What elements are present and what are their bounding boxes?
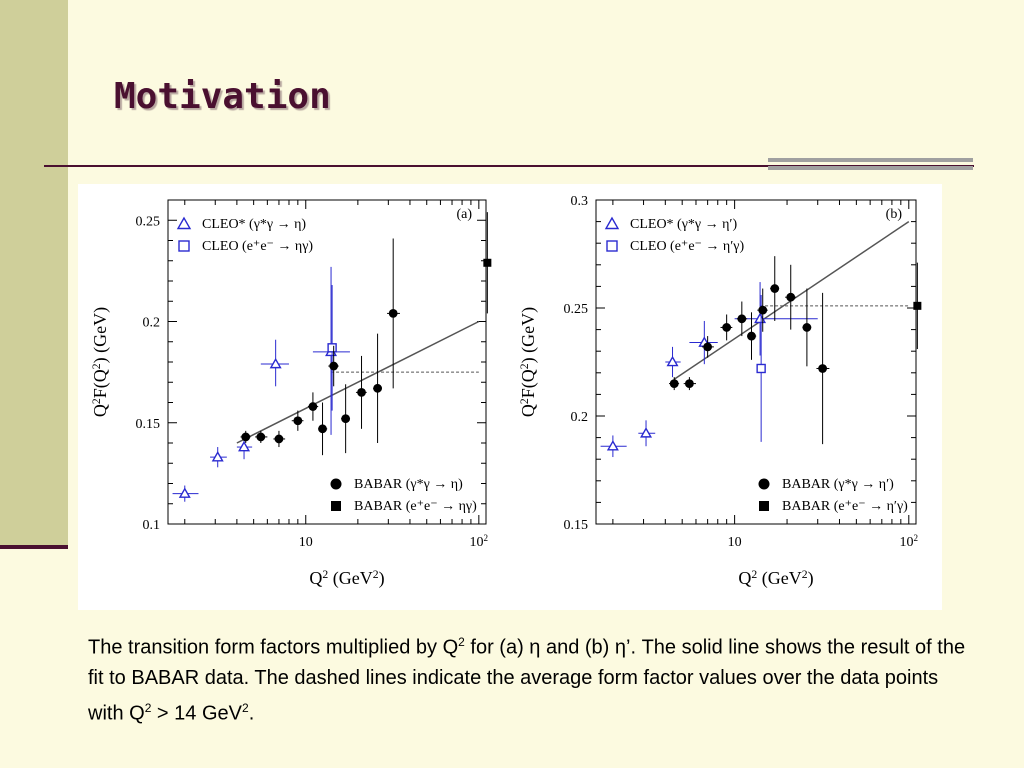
legend-top: CLEO* (γ*γ → η′) CLEO (e⁺e⁻ → η′γ) [604,216,744,254]
panel-label: (a) [456,207,472,222]
series-0 [600,282,818,458]
data-point [327,343,337,353]
chart-panel-a: 10 102 0.1 0.15 0.2 0.25 Q2 (GeV2) Q2F(Q2) (GeV… [90,199,492,590]
legend-label: CLEO* (γ*γ → η′) [630,217,737,232]
data-point [606,440,619,451]
legend-marker [176,216,192,230]
data-point [786,292,796,302]
caption-text-1: The transition form factors multiplied b… [88,636,459,659]
data-point [269,357,282,369]
series-0 [172,266,350,502]
data-point [357,387,366,397]
figure-caption: The transition form factors multiplied b… [88,627,968,728]
series-2 [669,256,830,445]
left-accent-rule [0,545,68,549]
x-axis-label: Q2 (GeV2) [309,568,384,590]
y-tick-label: 0.25 [136,214,161,229]
x-tick-label: 102 [470,533,489,550]
legend-bottom: BABAR (γ*γ → η′) BABAR (e⁺e⁻ → η′γ) [758,477,908,514]
legend-label: CLEO (e⁺e⁻ → η′γ) [630,239,744,254]
legend-label: BABAR (γ*γ → η) [354,477,463,492]
data-point [758,305,768,315]
data-point [211,450,224,462]
data-point [341,414,351,424]
x-axis-label: Q2 (GeV2) [738,568,813,590]
data-point [329,361,339,371]
data-point [756,363,766,374]
y-tick-label: 0.2 [143,316,161,331]
y-axis-label: Q2F(Q2) (GeV) [90,307,112,417]
data-point [703,342,713,352]
legend-marker [330,478,342,490]
data-point [722,323,732,332]
data-point [241,432,251,442]
legend-label: CLEO* (γ*γ → η) [202,217,306,232]
caption-sup-1: 2 [458,635,465,649]
y-tick-label: 0.3 [571,194,589,209]
data-point [256,432,266,442]
caption-text-2: for (a) η and (b) η’. The solid line sho… [88,636,966,725]
slide-title: Motivation [114,76,331,117]
data-point [747,331,756,341]
data-point [483,258,492,267]
legend-marker [178,240,190,252]
legend-marker [759,501,769,511]
series-3 [913,262,922,350]
data-point [640,427,653,438]
x-tick-label: 10 [728,535,742,550]
series-3 [483,212,492,314]
data-point [737,314,747,324]
data-point [238,440,251,452]
data-point [666,355,679,367]
data-point [373,383,382,393]
plot-frame [595,199,917,525]
title-divider-accent [768,158,973,178]
x-tick-label: 10 [299,535,313,550]
data-point [293,416,303,426]
data-point [274,434,284,444]
data-point [913,301,922,310]
data-point [770,284,780,293]
panel-label: (b) [886,207,903,222]
legend-label: BABAR (e⁺e⁻ → ηγ) [354,499,477,514]
caption-sup-3: 2 [242,700,249,715]
chart-figure: 10 102 0.1 0.15 0.2 0.25 Q2 (GeV2) Q2F(Q2) (GeV… [90,194,922,590]
legend-label: BABAR (γ*γ → η′) [782,477,894,492]
y-tick-label: 0.1 [143,518,161,533]
legend-marker [604,216,620,230]
legend-marker [758,478,770,490]
series-1 [756,295,766,442]
data-point [669,379,679,388]
y-axis-label: Q2F(Q2) (GeV) [518,307,540,417]
caption-text-4: . [248,702,255,725]
caption-text-3: > 14 GeV [151,702,242,725]
fit-line [236,320,480,444]
y-tick-label: 0.15 [564,518,589,533]
title-divider [44,165,974,167]
series-1 [327,285,337,411]
figure-panel: 10 102 0.1 0.15 0.2 0.25 Q2 (GeV2) Q2F(Q2) (GeV… [78,184,942,610]
data-point [754,312,767,324]
chart-panel-b: 10 102 0.15 0.2 0.25 0.3 Q2 (GeV2) Q2F(Q2) (GeV… [518,194,922,589]
legend-label: BABAR (e⁺e⁻ → η′γ) [782,499,908,514]
data-point [318,424,327,434]
legend-marker [606,240,618,252]
legend-top: CLEO* (γ*γ → η) CLEO (e⁺e⁻ → ηγ) [176,216,313,254]
caption-sup-2: 2 [144,700,152,715]
data-point [388,309,398,318]
data-point [802,323,812,332]
y-tick-label: 0.25 [564,302,589,317]
data-point [308,402,318,411]
x-tick-label: 102 [900,533,919,550]
data-point [178,487,191,498]
y-tick-label: 0.15 [136,417,161,432]
legend-marker [331,501,341,511]
left-accent-bar [0,0,68,548]
legend-label: CLEO (e⁺e⁻ → ηγ) [202,239,313,254]
data-point [818,364,828,373]
legend-bottom: BABAR (γ*γ → η) BABAR (e⁺e⁻ → ηγ) [330,477,477,514]
y-tick-label: 0.2 [571,410,589,425]
series-2 [240,238,400,456]
data-point [684,379,694,388]
